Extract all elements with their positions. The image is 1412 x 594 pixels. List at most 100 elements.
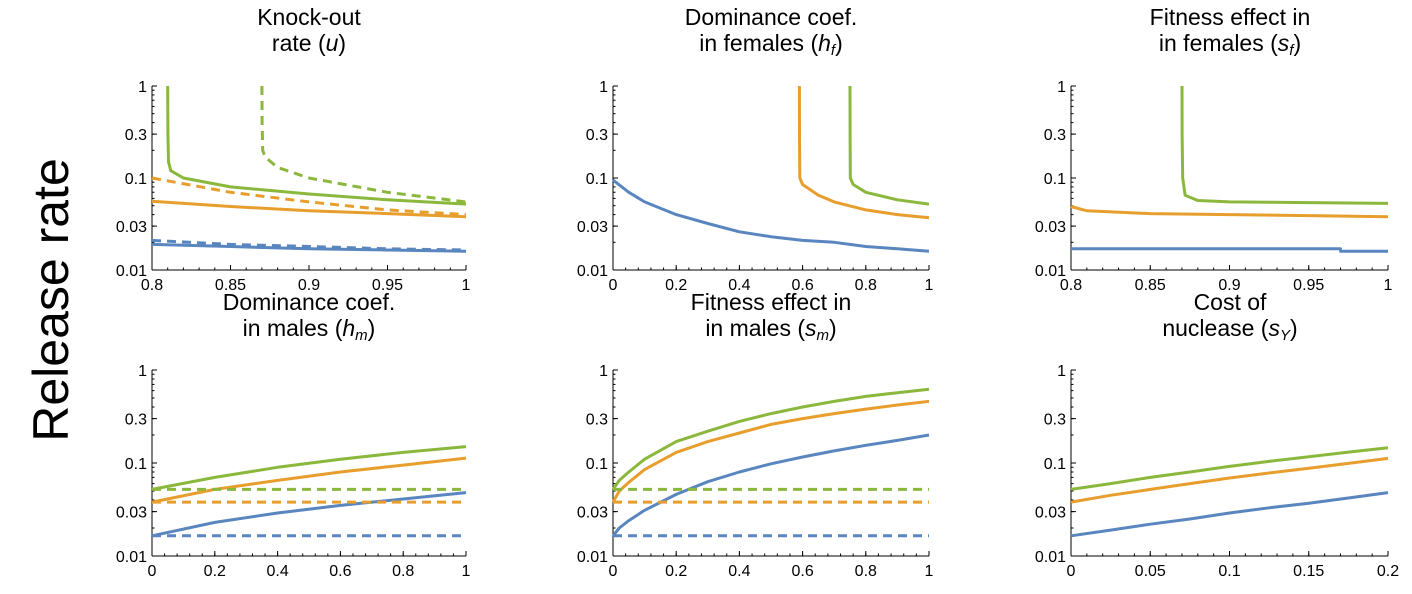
x-tick-label: 0 bbox=[609, 277, 618, 294]
series-blue-solid-line bbox=[151, 491, 467, 538]
x-tick-label: 0 bbox=[148, 563, 157, 580]
title-span: f bbox=[831, 42, 837, 59]
y-tick-label: 0.1 bbox=[1044, 171, 1066, 188]
x-tick-label: 1 bbox=[462, 563, 471, 580]
x-tick-label: 0.8 bbox=[1060, 277, 1082, 294]
y-tick-label: 0.03 bbox=[116, 219, 147, 236]
panel-title-line: in females (hf) bbox=[699, 30, 843, 59]
x-tick-label: 0.95 bbox=[372, 277, 403, 294]
title-span: Fitness effect in bbox=[691, 289, 852, 315]
x-tick-label: 0.6 bbox=[791, 563, 813, 580]
title-span: Dominance coef. bbox=[223, 289, 396, 315]
panel-title-line: rate (u) bbox=[272, 30, 346, 56]
y-tick-label: 0.1 bbox=[125, 171, 147, 188]
series-blue-solid-line bbox=[151, 242, 467, 253]
series-green-solid-line bbox=[611, 387, 930, 491]
title-span: Y bbox=[1280, 327, 1291, 344]
x-tick-label: 0.8 bbox=[855, 563, 877, 580]
title-span: in males ( bbox=[243, 315, 343, 341]
series-orange-solid-line bbox=[1070, 205, 1389, 219]
series-green-solid-line bbox=[166, 85, 467, 206]
y-tick-label: 0.1 bbox=[125, 456, 147, 473]
x-tick-label: 0.2 bbox=[204, 563, 226, 580]
x-tick-label: 0.95 bbox=[1293, 277, 1324, 294]
title-span: s bbox=[1278, 30, 1290, 56]
x-tick-label: 0.1 bbox=[1218, 563, 1240, 580]
title-span: in females ( bbox=[699, 30, 818, 56]
series-green-solid-line bbox=[151, 445, 467, 491]
y-tick-label: 0.01 bbox=[116, 263, 147, 280]
x-tick-label: 0.2 bbox=[665, 277, 687, 294]
y-tick-label: 0.03 bbox=[116, 505, 147, 522]
x-tick-label: 1 bbox=[925, 563, 934, 580]
panel-title-line: Fitness effect in bbox=[691, 289, 852, 315]
y-tick-label: 0.3 bbox=[1044, 127, 1066, 144]
x-tick-label: 1 bbox=[462, 277, 471, 294]
y-tick-label: 1 bbox=[599, 79, 608, 96]
series-orange-solid-line bbox=[797, 85, 930, 220]
y-tick-label: 0.3 bbox=[586, 127, 608, 144]
y-tick-label: 1 bbox=[1057, 363, 1066, 380]
y-axis-label: Release rate bbox=[23, 158, 79, 442]
title-span: m bbox=[817, 327, 830, 344]
title-span: h bbox=[342, 315, 355, 341]
y-tick-label: 0.01 bbox=[577, 263, 608, 280]
x-tick-label: 0.9 bbox=[1218, 277, 1240, 294]
x-tick-label: 0.8 bbox=[392, 563, 414, 580]
y-tick-label: 1 bbox=[1057, 79, 1066, 96]
y-tick-label: 0.01 bbox=[1035, 263, 1066, 280]
series-blue-solid-line bbox=[1071, 247, 1388, 253]
panel-title-line: in males (hm) bbox=[243, 315, 376, 344]
y-tick-label: 0.1 bbox=[586, 171, 608, 188]
title-span: Fitness effect in bbox=[1150, 4, 1311, 30]
title-span: ) bbox=[1293, 30, 1301, 56]
x-tick-label: 0.2 bbox=[665, 563, 687, 580]
title-span: ) bbox=[829, 315, 837, 341]
x-tick-label: 0 bbox=[1067, 563, 1076, 580]
series-orange-solid-line bbox=[1070, 456, 1389, 504]
x-tick-label: 0.4 bbox=[728, 563, 750, 580]
y-tick-label: 0.3 bbox=[1044, 412, 1066, 429]
panel-title-line: Fitness effect in bbox=[1150, 4, 1311, 30]
panel-title-line: nuclease (sY) bbox=[1162, 315, 1297, 344]
series-green-solid-line bbox=[848, 85, 930, 206]
title-span: ) bbox=[338, 30, 346, 56]
x-tick-label: 1 bbox=[925, 277, 934, 294]
x-tick-label: 0.05 bbox=[1135, 563, 1166, 580]
series-orange-solid-line bbox=[151, 199, 467, 219]
panel-hf: Dominance coef.in females (hf) 0.01 0.03 0.… bbox=[577, 4, 934, 294]
panel-title-line: in males (sm) bbox=[705, 315, 836, 344]
title-span: s bbox=[1268, 315, 1280, 341]
title-span: in males ( bbox=[705, 315, 805, 341]
title-span: ) bbox=[1290, 315, 1298, 341]
series-blue-solid-line bbox=[612, 178, 930, 253]
y-tick-label: 0.3 bbox=[125, 412, 147, 429]
title-span: ) bbox=[368, 315, 376, 341]
series-green-solid-line bbox=[1070, 446, 1389, 491]
x-tick-label: 0.85 bbox=[1135, 277, 1166, 294]
series-blue-solid-line bbox=[1070, 491, 1389, 538]
title-span: rate ( bbox=[272, 30, 326, 56]
series-blue-solid-line bbox=[611, 433, 930, 537]
y-tick-label: 0.1 bbox=[586, 456, 608, 473]
x-tick-label: 0.9 bbox=[298, 277, 320, 294]
x-tick-label: 0.4 bbox=[266, 563, 288, 580]
panel-title-line: Dominance coef. bbox=[223, 289, 396, 315]
series-orange-solid-line bbox=[611, 399, 930, 503]
y-tick-label: 0.03 bbox=[577, 505, 608, 522]
title-span: m bbox=[355, 327, 368, 344]
x-tick-label: 0.6 bbox=[791, 277, 813, 294]
y-tick-label: 0.01 bbox=[1035, 549, 1066, 566]
series-green-solid-line bbox=[1180, 85, 1389, 205]
panel-title-line: Knock-out bbox=[257, 4, 361, 30]
x-tick-label: 0.8 bbox=[855, 277, 877, 294]
y-tick-label: 0.3 bbox=[125, 127, 147, 144]
x-tick-label: 0.85 bbox=[215, 277, 246, 294]
title-span: nuclease ( bbox=[1162, 315, 1268, 341]
title-span: in females ( bbox=[1159, 30, 1278, 56]
y-tick-label: 0.03 bbox=[1035, 505, 1066, 522]
